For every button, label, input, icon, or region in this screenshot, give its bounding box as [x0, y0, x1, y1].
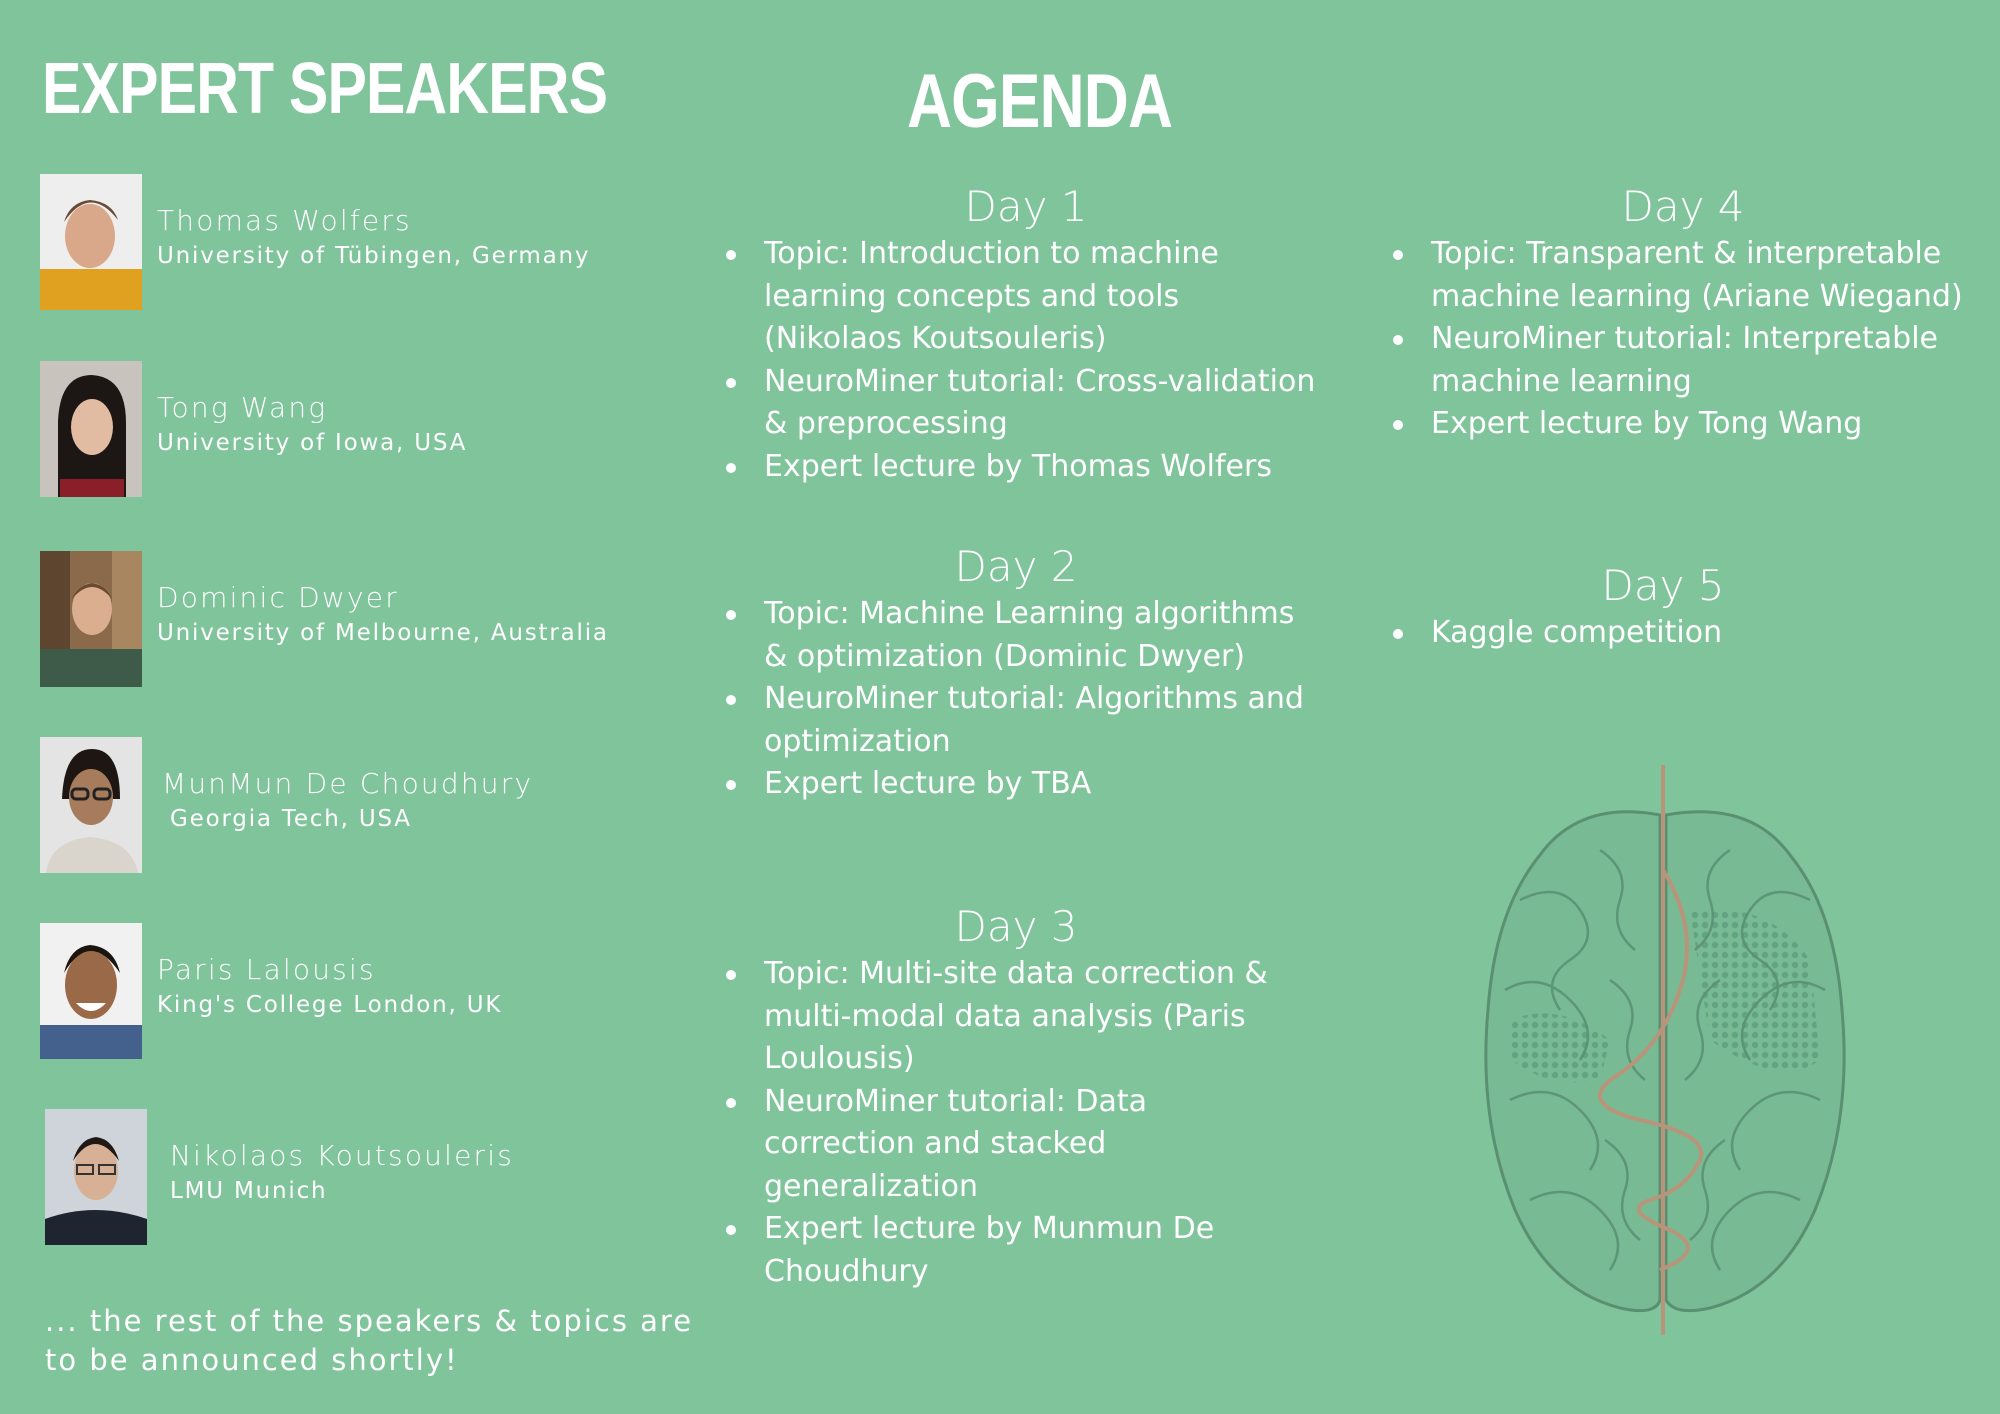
speaker-photo — [45, 1109, 147, 1245]
agenda-heading: AGENDA — [907, 59, 1173, 144]
day-2-block: Day 2 Topic: Machine Learning algorithms… — [726, 541, 1306, 806]
day-title: Day 3 — [954, 902, 1078, 951]
speaker-name: Thomas Wolfers — [157, 204, 412, 237]
speaker-card: Nikolaos Koutsouleris LMU Munich — [45, 1109, 665, 1245]
day-1-block: Day 1 Topic: Introduction to machine lea… — [726, 181, 1326, 488]
speaker-affiliation: University of Iowa, USA — [157, 430, 468, 456]
speaker-name: Paris Lalousis — [157, 953, 376, 986]
speaker-affiliation: University of Melbourne, Australia — [157, 620, 609, 646]
speaker-name: MunMun De Choudhury — [162, 767, 534, 800]
speaker-photo — [40, 923, 142, 1059]
day-items: Topic: Multi-site data correction & mult… — [726, 953, 1306, 1293]
agenda-item: Topic: Machine Learning algorithms & opt… — [726, 593, 1306, 678]
day-title: Day 5 — [1601, 561, 1725, 610]
day-5-block: Day 5 Kaggle competition — [1393, 560, 1933, 655]
agenda-item: NeuroMiner tutorial: Interpretable machi… — [1393, 318, 1973, 403]
day-items: Topic: Machine Learning algorithms & opt… — [726, 593, 1306, 806]
agenda-item: NeuroMiner tutorial: Algorithms and opti… — [726, 678, 1306, 763]
footer-note: ... the rest of the speakers & topics ar… — [45, 1304, 694, 1377]
agenda-item: Expert lecture by TBA — [726, 763, 1306, 806]
agenda-item: Expert lecture by Tong Wang — [1393, 403, 1973, 446]
speaker-name: Dominic Dwyer — [157, 581, 399, 614]
day-4-block: Day 4 Topic: Transparent & interpretable… — [1393, 181, 1973, 446]
speakers-heading: EXPERT SPEAKERS — [42, 49, 608, 129]
agenda-item: NeuroMiner tutorial: Cross-validation & … — [726, 361, 1326, 446]
agenda-item: Expert lecture by Munmun De Choudhury — [726, 1208, 1306, 1293]
day-title: Day 1 — [964, 182, 1088, 231]
speaker-affiliation: King's College London, UK — [157, 992, 503, 1018]
agenda-item: Topic: Multi-site data correction & mult… — [726, 953, 1306, 1081]
day-items: Topic: Transparent & interpretable machi… — [1393, 233, 1973, 446]
speaker-card: Thomas Wolfers University of Tübingen, G… — [40, 174, 660, 310]
speaker-photo — [40, 361, 142, 497]
speaker-card: Paris Lalousis King's College London, UK — [40, 923, 660, 1059]
agenda-item: Topic: Introduction to machine learning … — [726, 233, 1326, 361]
speaker-card: Tong Wang University of Iowa, USA — [40, 361, 660, 497]
speaker-card: MunMun De Choudhury Georgia Tech, USA — [40, 737, 660, 873]
agenda-item: Expert lecture by Thomas Wolfers — [726, 446, 1326, 489]
day-title: Day 2 — [954, 542, 1078, 591]
speaker-photo — [40, 737, 142, 873]
agenda-item: NeuroMiner tutorial: Data correction and… — [726, 1081, 1306, 1209]
day-items: Topic: Introduction to machine learning … — [726, 233, 1326, 488]
day-title: Day 4 — [1621, 182, 1745, 231]
speaker-photo — [40, 174, 142, 310]
day-items: Kaggle competition — [1393, 612, 1933, 655]
day-3-block: Day 3 Topic: Multi-site data correction … — [726, 901, 1306, 1293]
agenda-item: Kaggle competition — [1393, 612, 1933, 655]
speaker-photo — [40, 551, 142, 687]
speaker-affiliation: LMU Munich — [170, 1178, 328, 1204]
speaker-name: Tong Wang — [157, 391, 328, 424]
speaker-name: Nikolaos Koutsouleris — [170, 1139, 515, 1172]
agenda-item: Topic: Transparent & interpretable machi… — [1393, 233, 1973, 318]
brain-illustration — [1484, 765, 1846, 1335]
speaker-affiliation: University of Tübingen, Germany — [157, 243, 591, 269]
speaker-card: Dominic Dwyer University of Melbourne, A… — [40, 551, 660, 687]
speaker-affiliation: Georgia Tech, USA — [170, 806, 412, 832]
